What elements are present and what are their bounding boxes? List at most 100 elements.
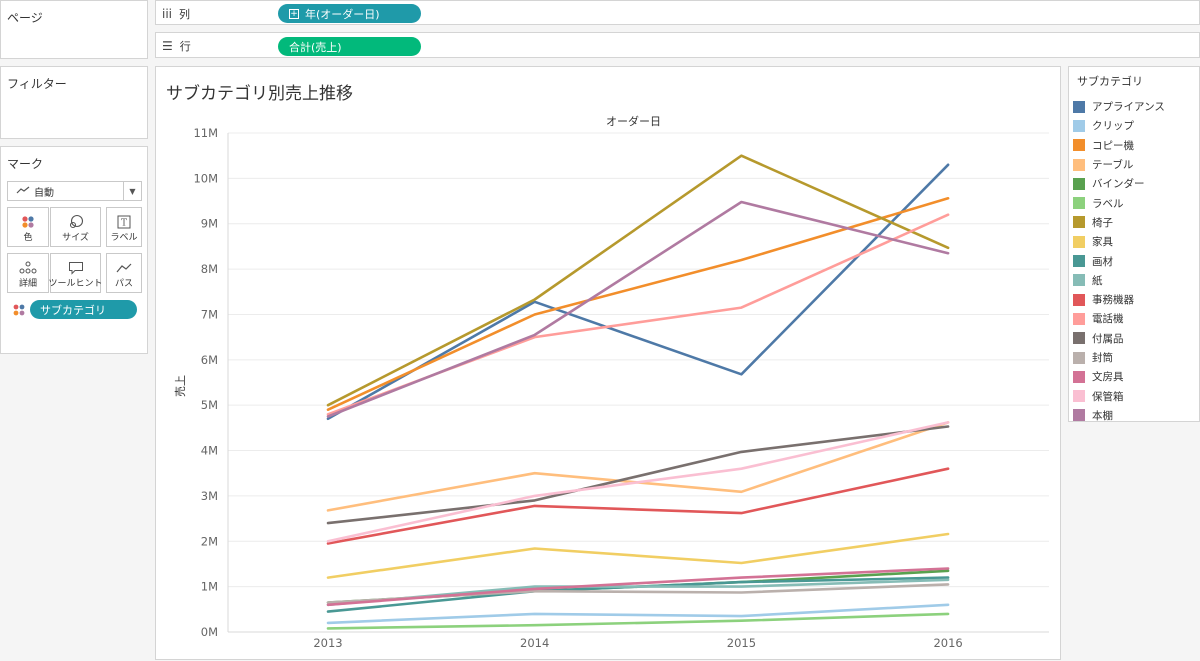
color-icon — [8, 214, 48, 230]
filters-card[interactable]: フィルター — [0, 66, 148, 139]
legend-swatch — [1073, 293, 1085, 306]
legend-item[interactable]: ラベル — [1073, 193, 1165, 212]
series-line-テーブル — [326, 421, 950, 512]
legend-swatch — [1073, 100, 1085, 113]
legend-item-label: アプライアンス — [1092, 101, 1165, 114]
marks-card-title: マーク — [7, 157, 44, 171]
legend-item[interactable]: 付属品 — [1073, 329, 1165, 348]
series-line-椅子 — [326, 154, 950, 407]
rows-icon: ☰ — [162, 39, 173, 53]
line-chart[interactable]: オーダー日 0M 1M 2M 3M 4M 5M 6M 7M 8M 9M 10M 11M 売上 2013 201… — [156, 67, 1062, 661]
path-button-label: パス — [114, 279, 133, 289]
legend-item[interactable]: クリップ — [1073, 116, 1165, 135]
detail-button-label: 詳細 — [18, 279, 37, 289]
rows-shelf-text: 行 — [179, 40, 191, 53]
y-tick-label: 8M — [201, 262, 218, 276]
legend-title: サブカテゴリ — [1077, 75, 1143, 88]
columns-shelf-label: iii 列 — [162, 6, 190, 22]
expand-plus-icon[interactable]: + — [289, 8, 299, 19]
legend-swatch — [1073, 177, 1085, 190]
legend-item-label: バインダー — [1092, 178, 1145, 191]
y-tick-label: 7M — [201, 307, 218, 321]
series-line-保管箱 — [326, 421, 950, 543]
legend-item[interactable]: 本棚 — [1073, 406, 1165, 425]
mark-type-dropdown[interactable]: 自動 ▼ — [7, 181, 142, 201]
legend-swatch — [1073, 370, 1085, 383]
columns-shelf[interactable]: iii 列 + 年(オーダー日) — [155, 0, 1200, 25]
legend-item-label: 画材 — [1092, 255, 1113, 268]
tooltip-button[interactable]: ツールヒント — [48, 253, 103, 293]
legend-item[interactable]: 保管箱 — [1073, 386, 1165, 405]
color-button-label: 色 — [23, 233, 33, 243]
legend-item-label: テーブル — [1092, 159, 1134, 172]
legend-swatch — [1073, 216, 1085, 229]
color-field-pill[interactable]: サブカテゴリ — [30, 300, 137, 319]
legend-item[interactable]: 文房具 — [1073, 367, 1165, 386]
legend-item-label: 事務機器 — [1092, 294, 1134, 307]
legend-item[interactable]: アプライアンス — [1073, 97, 1165, 116]
size-button-label: サイズ — [62, 233, 89, 243]
legend-swatch — [1073, 235, 1085, 248]
y-tick-label: 0M — [201, 625, 218, 639]
tooltip-icon — [51, 260, 100, 276]
x-tick-label: 2015 — [727, 636, 756, 650]
mark-type-label: 自動 — [34, 187, 54, 199]
y-tick-label: 10M — [193, 171, 218, 185]
legend-item[interactable]: 事務機器 — [1073, 290, 1165, 309]
legend-item[interactable]: 椅子 — [1073, 213, 1165, 232]
year-order-date-pill-label: 年(オーダー日) — [305, 7, 380, 21]
chart-panel: オーダー日 0M 1M 2M 3M 4M 5M 6M 7M 8M 9M 10M 11M 売上 2013 201… — [155, 66, 1061, 660]
legend-swatch — [1073, 351, 1085, 364]
legend-item[interactable]: 電話機 — [1073, 309, 1165, 328]
x-tick-label: 2013 — [313, 636, 342, 650]
series-line-事務機器 — [326, 467, 950, 545]
legend-item[interactable]: 紙 — [1073, 271, 1165, 290]
legend-swatch — [1073, 390, 1085, 403]
sum-sales-pill[interactable]: 合計(売上) — [278, 37, 421, 56]
legend-item-label: コピー機 — [1092, 139, 1134, 152]
y-tick-label: 9M — [201, 217, 218, 231]
legend-item-label: 本棚 — [1092, 409, 1113, 422]
legend-item[interactable]: 画材 — [1073, 251, 1165, 270]
legend-item-label: クリップ — [1092, 120, 1134, 133]
legend-item[interactable]: コピー機 — [1073, 136, 1165, 155]
series-line-コピー機 — [326, 197, 950, 412]
legend-item-label: 封筒 — [1092, 352, 1113, 364]
legend-item-label: 保管箱 — [1092, 390, 1124, 403]
series-line-家具 — [326, 532, 950, 579]
legend-item-label: 家具 — [1092, 236, 1113, 249]
year-order-date-pill[interactable]: + 年(オーダー日) — [278, 4, 421, 23]
path-button[interactable]: パス — [106, 253, 142, 293]
legend-swatch — [1073, 197, 1085, 210]
legend-swatch — [1073, 312, 1085, 325]
series-line-クリップ — [326, 603, 950, 625]
label-button-label: ラベル — [110, 233, 138, 243]
x-tick-label: 2016 — [933, 636, 962, 650]
y-tick-label: 5M — [201, 398, 218, 412]
x-tick-label: 2014 — [520, 636, 549, 650]
legend-item[interactable]: 家具 — [1073, 232, 1165, 251]
detail-icon — [8, 260, 48, 276]
legend-swatch — [1073, 158, 1085, 171]
legend-item[interactable]: バインダー — [1073, 174, 1165, 193]
chevron-down-icon[interactable]: ▼ — [123, 182, 141, 200]
y-tick-label: 6M — [201, 353, 218, 367]
legend-swatch — [1073, 119, 1085, 132]
rows-shelf-label: ☰ 行 — [162, 38, 191, 54]
path-icon — [107, 260, 141, 276]
tooltip-button-label: ツールヒント — [48, 279, 103, 289]
y-tick-label: 11M — [193, 126, 218, 140]
label-button[interactable]: T ラベル — [106, 207, 142, 247]
y-tick-label: 1M — [201, 580, 218, 594]
rows-shelf[interactable]: ☰ 行 合計(売上) — [155, 32, 1200, 58]
size-button[interactable]: サイズ — [50, 207, 101, 247]
line-mark-icon — [16, 186, 30, 197]
legend-item[interactable]: 封筒 — [1073, 348, 1165, 367]
legend-swatch — [1073, 274, 1085, 287]
filters-card-title: フィルター — [7, 77, 67, 91]
detail-button[interactable]: 詳細 — [7, 253, 49, 293]
color-button[interactable]: 色 — [7, 207, 49, 247]
legend-swatch — [1073, 139, 1085, 152]
series-line-文房具 — [326, 567, 950, 607]
legend-item[interactable]: テーブル — [1073, 155, 1165, 174]
